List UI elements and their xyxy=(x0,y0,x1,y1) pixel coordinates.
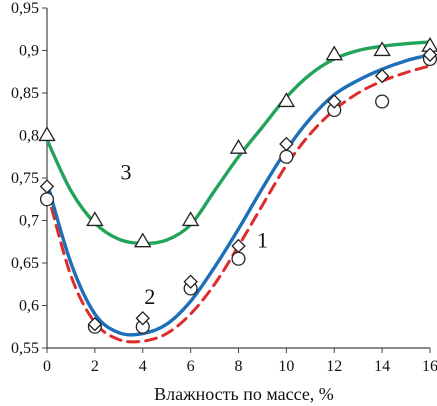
x-tick-label: 16 xyxy=(422,358,437,375)
y-tick-label: 0,7 xyxy=(19,213,39,230)
x-tick-label: 14 xyxy=(374,358,390,375)
series-3-point-triangle xyxy=(86,211,104,227)
labels-layer: 3 2 1 xyxy=(120,160,267,309)
y-tick-label: 0,75 xyxy=(11,170,39,187)
x-tick-label: 0 xyxy=(43,358,51,375)
series-2-point-diamond xyxy=(135,311,150,326)
x-tick-label: 10 xyxy=(278,358,294,375)
curve-label-3: 3 xyxy=(120,160,131,185)
x-tick-label: 12 xyxy=(326,358,342,375)
series-2-point-diamond xyxy=(422,47,437,62)
series-1-point-circle xyxy=(375,94,390,109)
series-3-point-triangle xyxy=(325,45,343,61)
y-tick-label: 0,55 xyxy=(11,340,39,357)
y-tick-label: 0,95 xyxy=(11,0,39,17)
series-2-point-diamond xyxy=(39,179,55,194)
series-3-point-triangle xyxy=(134,232,152,248)
y-tick-label: 0,6 xyxy=(19,298,39,315)
series-2-point-diamond xyxy=(327,94,342,109)
curve-2-line xyxy=(45,53,432,337)
y-tick-label: 0,65 xyxy=(11,255,39,272)
series-2-point-diamond xyxy=(183,274,198,289)
y-tick-label: 0,9 xyxy=(19,43,39,60)
series-2-point-diamond xyxy=(374,68,390,84)
series-3-point-triangle xyxy=(38,126,56,142)
y-tick-label: 0,8 xyxy=(19,128,39,145)
series-3-point-triangle xyxy=(277,92,296,108)
series-1-point-circle xyxy=(279,149,294,164)
series-3-point-triangle xyxy=(373,41,391,57)
series-3-point-triangle xyxy=(181,211,200,227)
series-3-point-triangle xyxy=(229,138,248,154)
curve-label-1: 1 xyxy=(257,228,268,253)
curve-3-line xyxy=(45,40,432,246)
y-tick-label: 0,85 xyxy=(11,85,39,102)
x-tick-label: 8 xyxy=(235,358,243,375)
x-axis-title: Влажность по массе, % xyxy=(154,384,334,404)
x-tick-label: 4 xyxy=(139,358,147,375)
x-tick-label: 6 xyxy=(187,358,195,375)
series-1-point-circle xyxy=(39,192,55,207)
series-2-point-diamond xyxy=(231,238,246,254)
curve-label-2: 2 xyxy=(144,284,155,309)
markers-layer xyxy=(38,36,437,334)
series-2-point-diamond xyxy=(87,316,103,332)
series-1-point-circle xyxy=(231,251,246,266)
ticks-layer: 0 2 4 6 8 10 12 14 160,550,60,650,70,750,80,850,… xyxy=(11,0,437,375)
x-tick-label: 2 xyxy=(91,358,99,375)
series-2-point-diamond xyxy=(279,136,294,152)
